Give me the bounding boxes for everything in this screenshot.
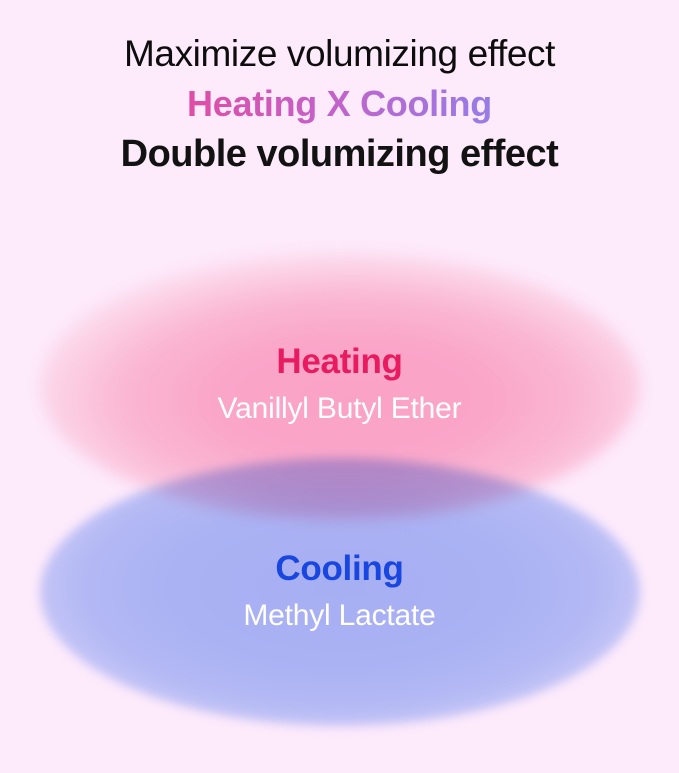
headline-block: Maximize volumizing effect Heating X Coo… [0,30,679,179]
headline-line-2-gradient: Heating X Cooling [0,81,679,126]
venn-label-cooling: Cooling Methyl Lactate [0,548,679,634]
venn-subtitle-cooling: Methyl Lactate [243,599,436,633]
venn-title-heating: Heating [276,342,403,381]
venn-subtitle-heating: Vanillyl Butyl Ether [217,392,462,426]
headline-line-1: Maximize volumizing effect [123,33,556,74]
venn-title-cooling: Cooling [275,549,404,588]
venn-ellipse-cooling [40,458,640,726]
headline-line-3: Double volumizing effect [120,133,559,176]
venn-label-heating: Heating Vanillyl Butyl Ether [0,341,679,427]
